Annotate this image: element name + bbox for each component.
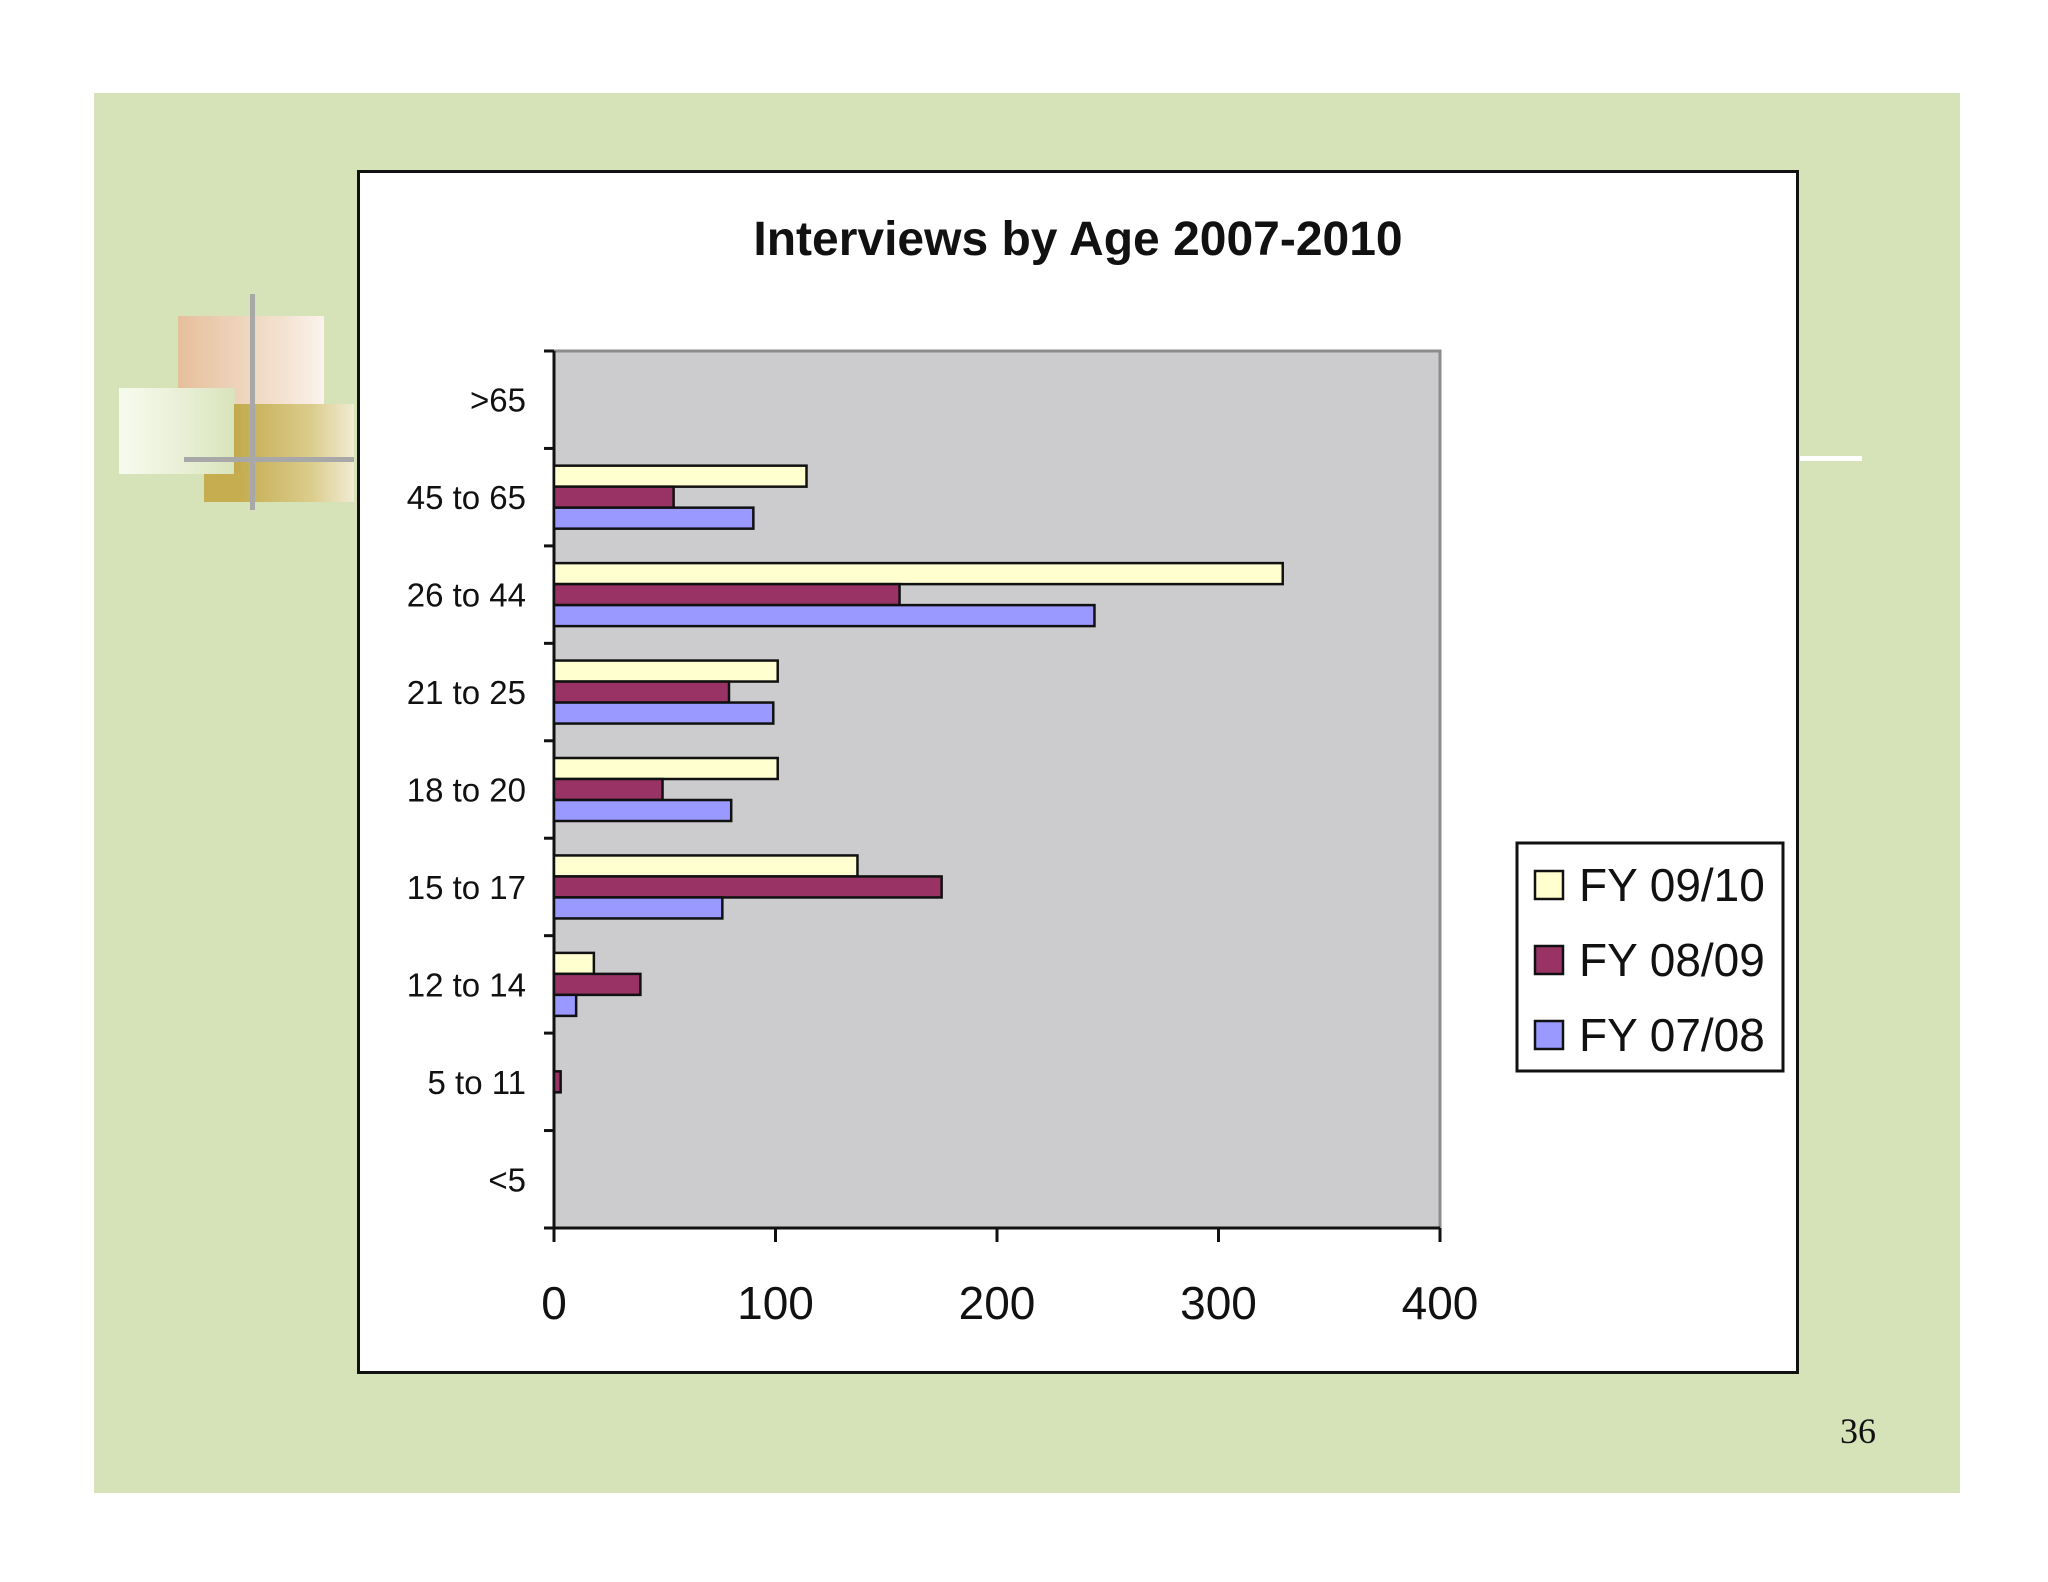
y-tick-label: 15 to 17 [407, 869, 526, 906]
y-tick-label: 12 to 14 [407, 966, 526, 1003]
x-tick-label: 400 [1402, 1277, 1479, 1329]
bar [552, 993, 578, 1018]
x-tick-label: 200 [959, 1277, 1036, 1329]
bar-chart: Interviews by Age 2007-2010 <5 5 to 11 12 t… [407, 213, 1785, 1329]
bar [552, 854, 859, 878]
bar [552, 896, 724, 920]
legend-swatch [1533, 1019, 1565, 1051]
y-tick-label: 18 to 20 [407, 772, 526, 809]
bar [552, 701, 775, 725]
bar [552, 485, 675, 509]
legend-swatch [1533, 869, 1565, 901]
y-tick-label: >65 [470, 382, 526, 419]
bar [552, 798, 733, 823]
x-tick-label: 300 [1180, 1277, 1257, 1329]
bar [552, 756, 779, 781]
bar [552, 506, 755, 530]
legend-swatch [1533, 944, 1565, 976]
bar [552, 561, 1284, 586]
decorative-accent-line [1800, 456, 1862, 461]
bar [552, 659, 779, 683]
bar [552, 972, 642, 997]
x-tick-label: 100 [737, 1277, 814, 1329]
bar [552, 875, 943, 899]
legend-label: FY 09/10 [1579, 859, 1765, 911]
y-tick-label: 5 to 11 [428, 1064, 526, 1101]
bar [552, 777, 664, 802]
y-tick-label: 21 to 25 [407, 674, 526, 711]
decorative-horizontal-line [184, 457, 354, 462]
chart-title: Interviews by Age 2007-2010 [753, 213, 1402, 266]
bar [552, 464, 808, 488]
decorative-square-olive-small [204, 474, 244, 502]
bar [552, 582, 901, 607]
bar [552, 951, 596, 976]
bar [552, 1070, 562, 1094]
chart-container: Interviews by Age 2007-2010 <5 5 to 11 12 t… [357, 170, 1799, 1374]
decorative-vertical-line [250, 294, 255, 510]
legend-label: FY 07/08 [1579, 1009, 1765, 1061]
legend-label: FY 08/09 [1579, 934, 1765, 986]
x-tick-label: 0 [541, 1277, 567, 1329]
bar [552, 603, 1096, 628]
page-number: 36 [1840, 1411, 1876, 1451]
y-tick-label: 45 to 65 [407, 479, 526, 516]
bar [552, 680, 731, 704]
plot-area [552, 349, 1442, 1230]
y-tick-label: <5 [488, 1161, 526, 1198]
y-tick-label: 26 to 44 [407, 577, 526, 614]
